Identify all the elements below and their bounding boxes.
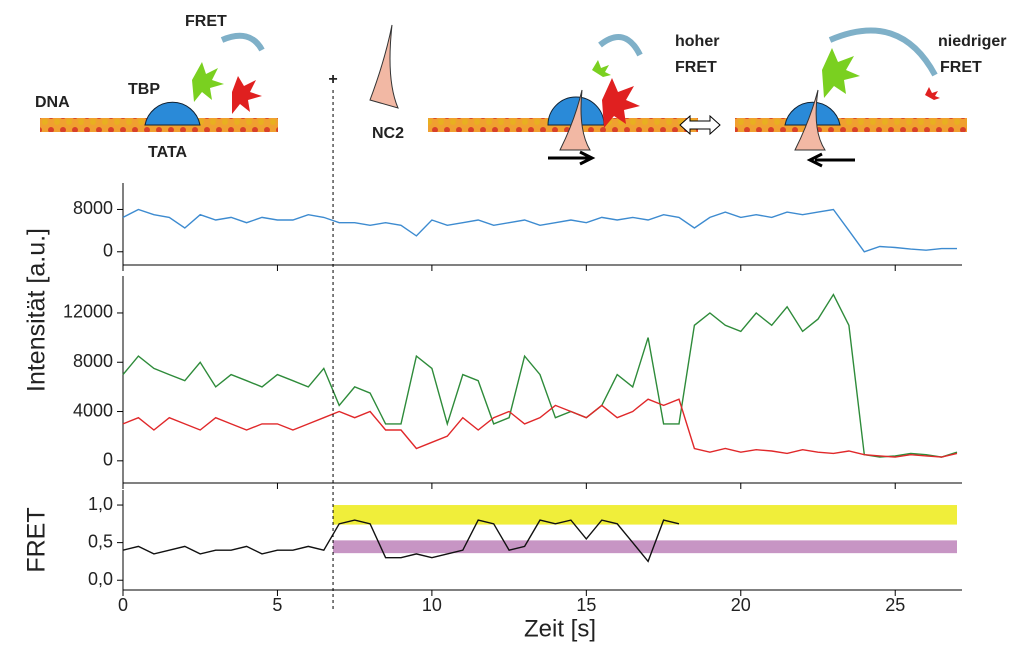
- trace: [122, 208, 957, 253]
- schematic-label: hoher: [675, 33, 719, 50]
- y-tick-label: 0: [103, 241, 113, 261]
- x-tick-label: 10: [422, 595, 442, 615]
- schematic-label: FRET: [185, 13, 227, 30]
- trace: [122, 519, 680, 563]
- schematic-label: +: [328, 71, 337, 88]
- trace: [122, 398, 958, 458]
- schematic-label: FRET: [940, 59, 982, 76]
- band: [333, 505, 957, 525]
- schematic-label: FRET: [675, 59, 717, 76]
- y-axis-label: Intensität [a.u.]: [23, 228, 51, 392]
- y-tick-label: 12000: [63, 302, 113, 322]
- schematic-label: TATA: [148, 144, 188, 161]
- y-tick-label: 8000: [73, 198, 113, 218]
- y-tick-label: 0: [103, 450, 113, 470]
- schematic-label: DNA: [35, 94, 70, 111]
- band: [333, 540, 957, 554]
- trace: [122, 293, 958, 458]
- x-tick-label: 20: [731, 595, 751, 615]
- x-axis-label: Zeit [s]: [524, 615, 596, 642]
- schematic-label: NC2: [372, 125, 404, 142]
- x-tick-label: 5: [272, 595, 282, 615]
- y-axis-label: FRET: [23, 507, 51, 572]
- x-tick-label: 0: [118, 595, 128, 615]
- y-tick-label: 0,5: [88, 531, 113, 551]
- y-tick-label: 8000: [73, 351, 113, 371]
- schematic-label: niedriger: [938, 33, 1006, 50]
- x-tick-label: 15: [576, 595, 596, 615]
- y-tick-label: 4000: [73, 400, 113, 420]
- schematic: [40, 24, 967, 168]
- y-tick-label: 1,0: [88, 494, 113, 514]
- x-tick-label: 25: [885, 595, 905, 615]
- schematic-label: TBP: [128, 81, 160, 98]
- y-tick-label: 0,0: [88, 569, 113, 589]
